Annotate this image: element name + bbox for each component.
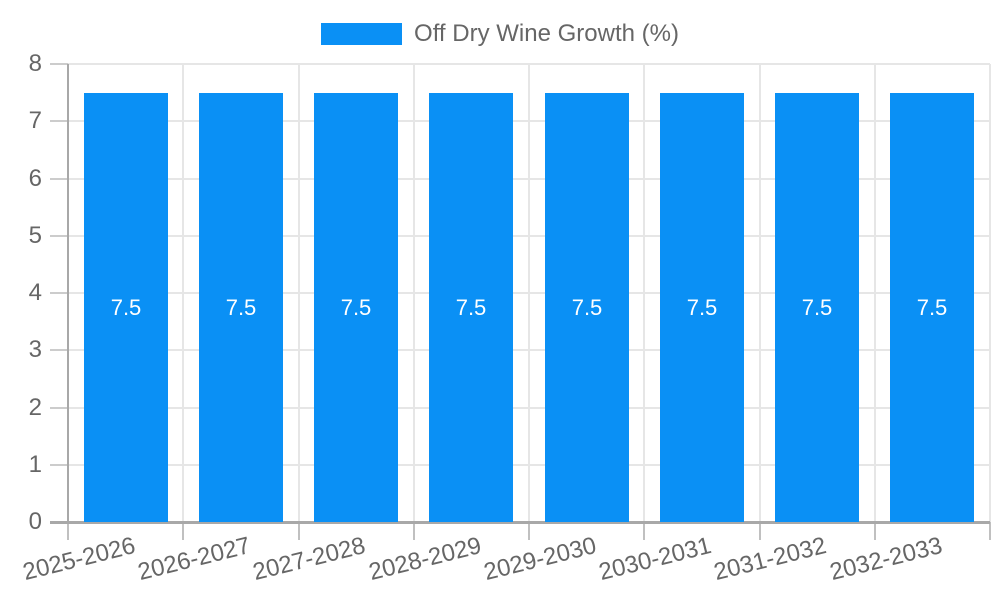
x-axis-label-2031-2032: 2031-2032 — [711, 532, 830, 586]
x-tick-mark — [182, 522, 185, 540]
y-tick-mark — [50, 463, 68, 466]
legend-swatch-icon — [321, 23, 403, 45]
bar-value-label: 7.5 — [571, 294, 603, 320]
bar-2026-2027[interactable]: 7.5 — [199, 93, 283, 522]
x-tick-mark — [873, 522, 876, 540]
x-axis-label-2030-2031: 2030-2031 — [596, 532, 715, 586]
y-axis-tick-label: 8 — [28, 50, 42, 77]
y-tick-mark — [50, 234, 68, 237]
x-axis-line — [50, 521, 990, 524]
y-tick-mark — [50, 63, 68, 65]
x-tick-mark — [67, 522, 69, 540]
gridline-x-8 — [989, 64, 991, 522]
y-axis-tick-label: 3 — [28, 336, 42, 364]
y-tick-mark — [50, 406, 68, 409]
y-tick-mark — [50, 292, 68, 294]
gridline-x-6 — [758, 64, 761, 522]
bar-value-label: 7.5 — [455, 294, 487, 320]
gridline-x-7 — [873, 64, 876, 522]
bar-value-label: 7.5 — [110, 294, 142, 320]
y-tick-mark — [50, 177, 68, 180]
x-axis-label-2029-2030: 2029-2030 — [481, 532, 599, 586]
y-tick-mark — [50, 120, 68, 123]
bar-2029-2030[interactable]: 7.5 — [545, 93, 629, 522]
bar-value-label: 7.5 — [801, 294, 833, 320]
legend-item-off-dry-wine-growth[interactable]: Off Dry Wine Growth (%) — [321, 20, 679, 48]
gridline-x-3 — [412, 64, 415, 522]
x-axis-label-2026-2027: 2026-2027 — [135, 532, 254, 586]
x-axis-label-2028-2029: 2028-2029 — [365, 532, 484, 586]
gridline-x-1 — [182, 64, 185, 522]
bar-2028-2029[interactable]: 7.5 — [429, 93, 513, 522]
bar-2027-2028[interactable]: 7.5 — [314, 93, 398, 522]
y-axis-tick-label: 5 — [28, 221, 42, 249]
x-tick-mark — [528, 522, 530, 540]
bar-value-label: 7.5 — [225, 294, 257, 320]
y-axis-tick-label: 2 — [28, 393, 42, 421]
y-axis-tick-label: 1 — [28, 450, 42, 478]
x-axis-label-2027-2028: 2027-2028 — [250, 532, 369, 586]
bar-2030-2031[interactable]: 7.5 — [660, 93, 744, 522]
bar-2032-2033[interactable]: 7.5 — [890, 93, 974, 522]
bar-value-label: 7.5 — [340, 294, 372, 320]
gridline-x-5 — [643, 64, 646, 522]
x-axis-label-2032-2033: 2032-2033 — [826, 532, 945, 586]
x-tick-mark — [643, 522, 646, 540]
gridline-x-2 — [297, 64, 300, 522]
y-axis-tick-label: 6 — [28, 164, 42, 192]
bar-2031-2032[interactable]: 7.5 — [775, 93, 859, 522]
bar-value-label: 7.5 — [916, 294, 948, 320]
y-axis-tick-label: 4 — [28, 279, 42, 306]
x-tick-mark — [412, 522, 415, 540]
x-tick-mark — [758, 522, 761, 540]
y-axis-line — [67, 64, 69, 522]
gridline-x-4 — [528, 64, 530, 522]
chart-legend: Off Dry Wine Growth (%) — [0, 20, 1000, 48]
bar-2025-2026[interactable]: 7.5 — [84, 93, 168, 522]
x-tick-mark — [297, 522, 300, 540]
x-tick-mark — [989, 522, 991, 540]
bar-value-label: 7.5 — [686, 294, 718, 320]
y-axis-tick-label: 7 — [28, 107, 42, 135]
legend-label: Off Dry Wine Growth (%) — [414, 20, 679, 47]
y-axis-tick-label: 0 — [28, 508, 42, 535]
y-tick-mark — [50, 349, 68, 352]
x-axis-label-2025-2026: 2025-2026 — [20, 532, 138, 586]
